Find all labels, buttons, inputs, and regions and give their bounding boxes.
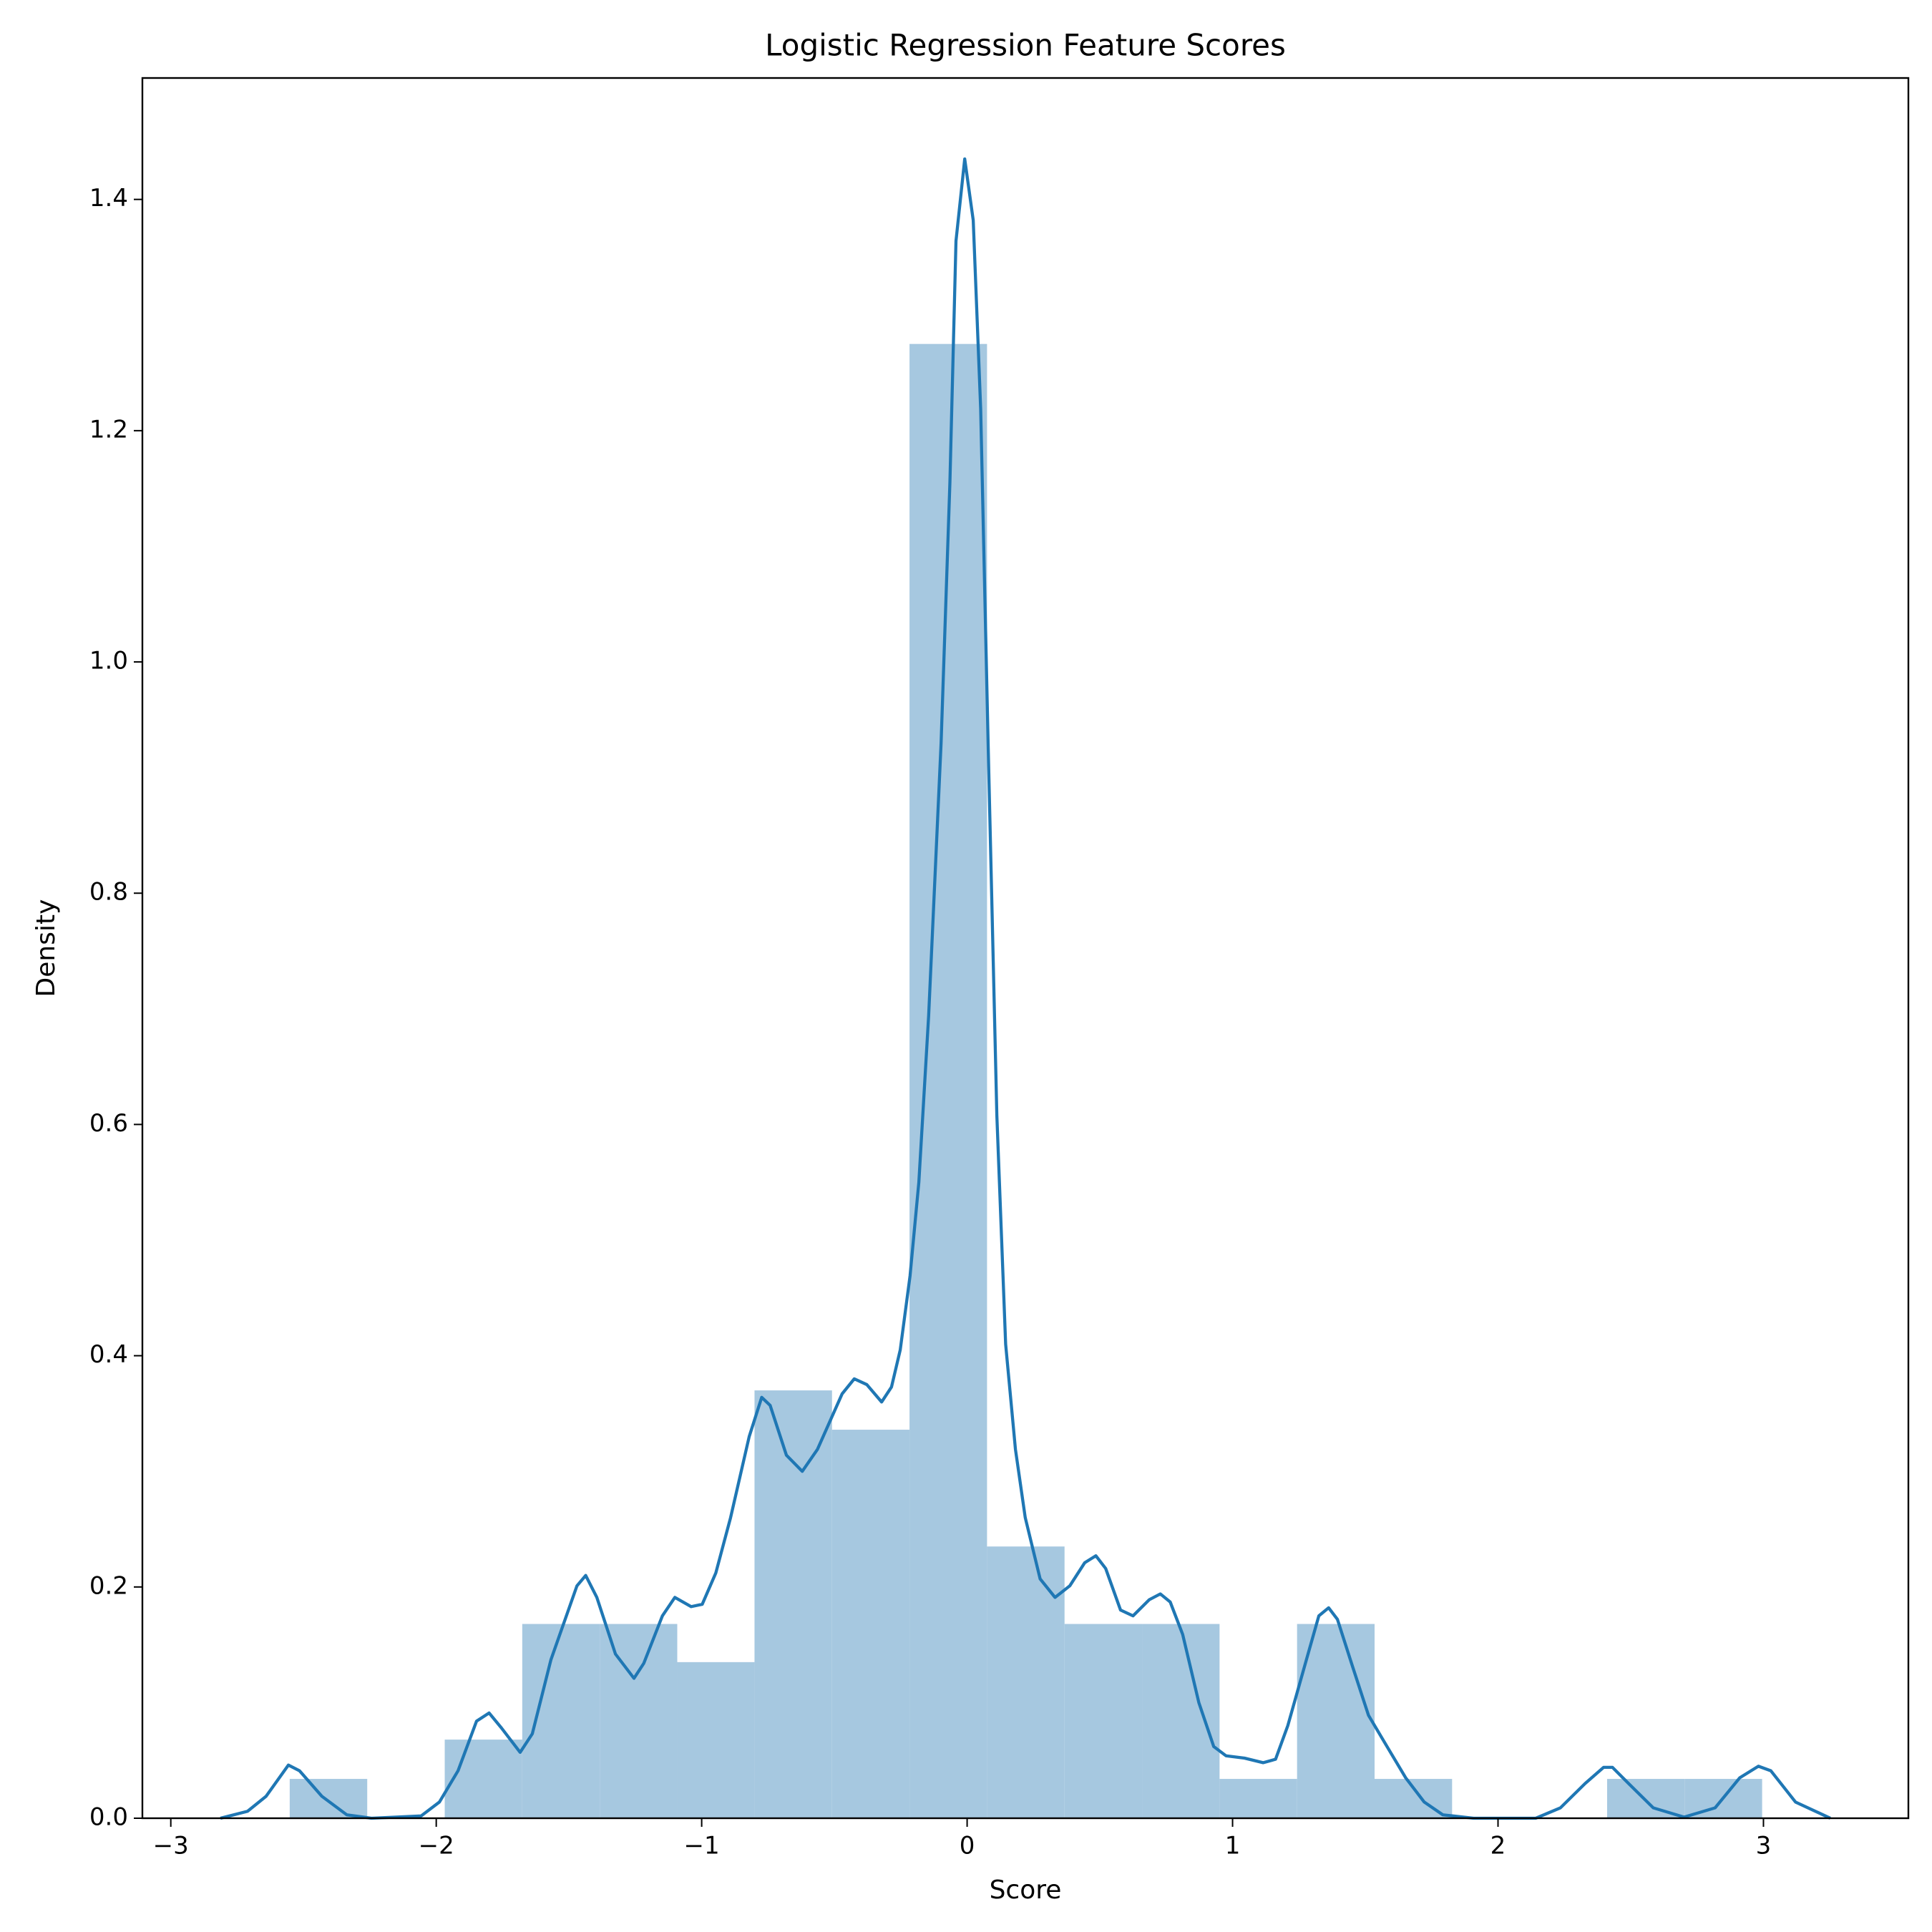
y-tick-label: 0.8 [89, 878, 128, 907]
y-tick-label: 1.2 [89, 415, 128, 444]
y-tick-label: 0.2 [89, 1571, 128, 1600]
histogram-bar [677, 1662, 755, 1818]
y-tick-label: 1.4 [89, 184, 128, 213]
kde-line [220, 157, 1831, 1820]
x-tick-label: 3 [1756, 1832, 1772, 1860]
histogram-bar [444, 1740, 522, 1818]
histogram-bar [831, 1430, 910, 1818]
y-axis-label: Density [31, 899, 61, 997]
y-tick-label: 1.0 [89, 647, 128, 675]
y-tick-label: 0.4 [89, 1340, 128, 1369]
histogram-bar [909, 343, 987, 1819]
histogram-bar [522, 1624, 600, 1818]
x-tick-label: 1 [1225, 1832, 1241, 1860]
x-tick-label: −1 [684, 1832, 720, 1860]
histogram-bar [987, 1546, 1065, 1818]
histogram-bar [754, 1390, 832, 1818]
x-tick-label: −2 [419, 1832, 454, 1860]
x-tick-label: 2 [1491, 1832, 1506, 1860]
chart-title: Logistic Regression Feature Scores [765, 28, 1286, 63]
histogram-bar [289, 1779, 368, 1818]
x-axis-label: Score [990, 1875, 1062, 1905]
y-tick-label: 0.0 [89, 1803, 128, 1832]
histogram-bar [1064, 1624, 1143, 1818]
histogram-bar [600, 1624, 678, 1818]
histogram-bar [1297, 1624, 1375, 1818]
histogram-bar [1142, 1624, 1220, 1818]
histogram-bar [1219, 1779, 1297, 1818]
x-tick-label: −3 [153, 1832, 189, 1860]
plot-frame [141, 77, 1910, 1820]
y-tick-label: 0.6 [89, 1109, 128, 1138]
x-tick-label: 0 [960, 1832, 975, 1860]
